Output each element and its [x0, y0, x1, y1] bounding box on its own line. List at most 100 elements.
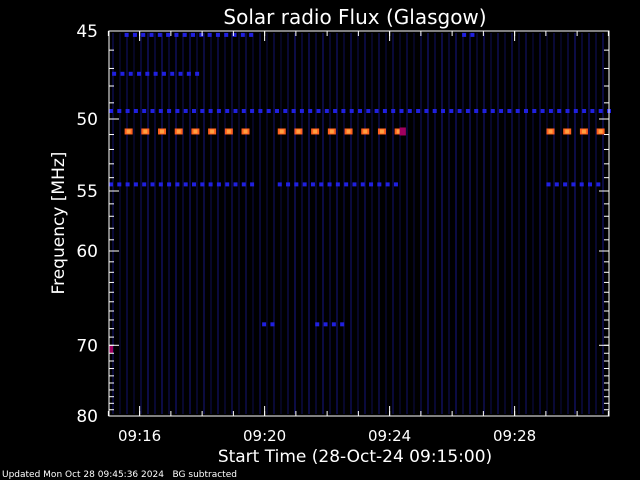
emission-mark: [323, 322, 328, 327]
background-column: [196, 33, 198, 414]
emission-mark: [241, 182, 246, 187]
chart-title: Solar radio Flux (Glasgow): [223, 5, 486, 29]
emission-mark: [258, 109, 263, 113]
background-column: [581, 33, 583, 414]
emission-mark: [573, 109, 578, 113]
background-column: [595, 33, 597, 414]
emission-peak: [193, 129, 198, 134]
emission-mark: [178, 71, 183, 76]
emission-mark: [158, 109, 163, 113]
emission-mark: [132, 32, 137, 37]
emission-mark: [117, 182, 122, 187]
emission-mark: [145, 71, 150, 76]
footer: Updated Mon Oct 28 09:45:36 2024 BG subt…: [2, 470, 237, 480]
emission-peak: [363, 129, 368, 134]
background-column: [371, 33, 373, 414]
footer-updated: Updated Mon Oct 28 09:45:36 2024: [2, 470, 164, 480]
emission-mark: [340, 322, 345, 327]
emission-mark: [183, 109, 188, 113]
emission-mark: [563, 182, 568, 187]
background-column: [350, 33, 352, 414]
background-column: [462, 33, 464, 414]
background-column: [448, 33, 450, 414]
background-column: [119, 33, 121, 414]
emission-mark: [358, 109, 362, 113]
background-column: [378, 33, 380, 414]
background-column: [329, 33, 331, 414]
emission-mark: [283, 109, 288, 113]
background-column: [287, 33, 289, 414]
background-column: [532, 33, 534, 414]
emission-mark: [232, 32, 237, 37]
emission-peak: [143, 129, 148, 134]
emission-mark: [207, 32, 212, 37]
emission-mark: [225, 182, 230, 187]
emission-mark: [233, 109, 238, 113]
background-column: [259, 33, 261, 414]
emission-mark: [199, 32, 204, 37]
emission-mark: [582, 109, 587, 113]
emission-mark: [141, 32, 146, 37]
y-tick-label: 70: [76, 336, 98, 356]
background-column: [413, 33, 415, 414]
emission-mark: [385, 182, 390, 187]
emission-mark: [250, 109, 255, 113]
emission-mark: [399, 109, 404, 113]
background-column: [168, 33, 170, 414]
background-column: [315, 33, 317, 414]
emission-peak: [379, 129, 384, 134]
emission-mark: [167, 182, 172, 187]
emission-peak: [313, 129, 318, 134]
footer-note: BG subtracted: [172, 470, 237, 480]
emission-mark: [554, 182, 559, 187]
y-axis-label: Frequency [MHz]: [49, 152, 69, 295]
background-column: [147, 33, 149, 414]
emission-mark: [457, 109, 462, 113]
emission-mark: [369, 182, 374, 187]
emission-point: [399, 127, 406, 136]
emission-mark: [310, 182, 315, 187]
background-column: [441, 33, 443, 414]
background-column: [154, 33, 156, 414]
background-column: [511, 33, 513, 414]
emission-mark: [182, 32, 187, 37]
emission-mark: [499, 109, 504, 113]
emission-peak: [160, 129, 165, 134]
emission-mark: [195, 71, 200, 76]
emission-mark: [175, 182, 180, 187]
emission-mark: [191, 32, 196, 37]
background-column: [602, 33, 604, 414]
emission-mark: [524, 109, 528, 113]
emission-peak: [565, 129, 570, 134]
emission-mark: [507, 109, 512, 113]
emission-mark: [416, 109, 421, 113]
x-tick-label: 09:28: [493, 427, 536, 445]
x-axis-label: Start Time (28-Oct-24 09:15:00): [218, 447, 492, 467]
emission-mark: [142, 109, 147, 113]
emission-mark: [548, 109, 553, 113]
background-column: [385, 33, 387, 414]
y-tick-label: 60: [76, 242, 98, 262]
y-tick-label: 50: [76, 110, 98, 130]
emission-peak: [176, 129, 181, 134]
emission-mark: [441, 109, 445, 113]
emission-mark: [315, 322, 320, 327]
emission-peak: [226, 129, 231, 134]
emission-mark: [344, 182, 349, 187]
background-column: [133, 33, 135, 414]
emission-mark: [270, 322, 275, 327]
emission-mark: [515, 109, 520, 113]
y-tick-label: 45: [76, 22, 98, 42]
emission-peak: [548, 129, 553, 134]
background-column: [357, 33, 359, 414]
x-axis-ticks: 09:16 09:20 09:24 09:28: [107, 31, 609, 445]
background-column: [490, 33, 492, 414]
emission-mark: [275, 109, 279, 113]
background-column: [336, 33, 338, 414]
emission-mark: [241, 109, 246, 113]
emission-mark: [308, 109, 313, 113]
emission-mark: [571, 182, 576, 187]
emission-mark: [133, 182, 138, 187]
emission-mark: [331, 322, 336, 327]
